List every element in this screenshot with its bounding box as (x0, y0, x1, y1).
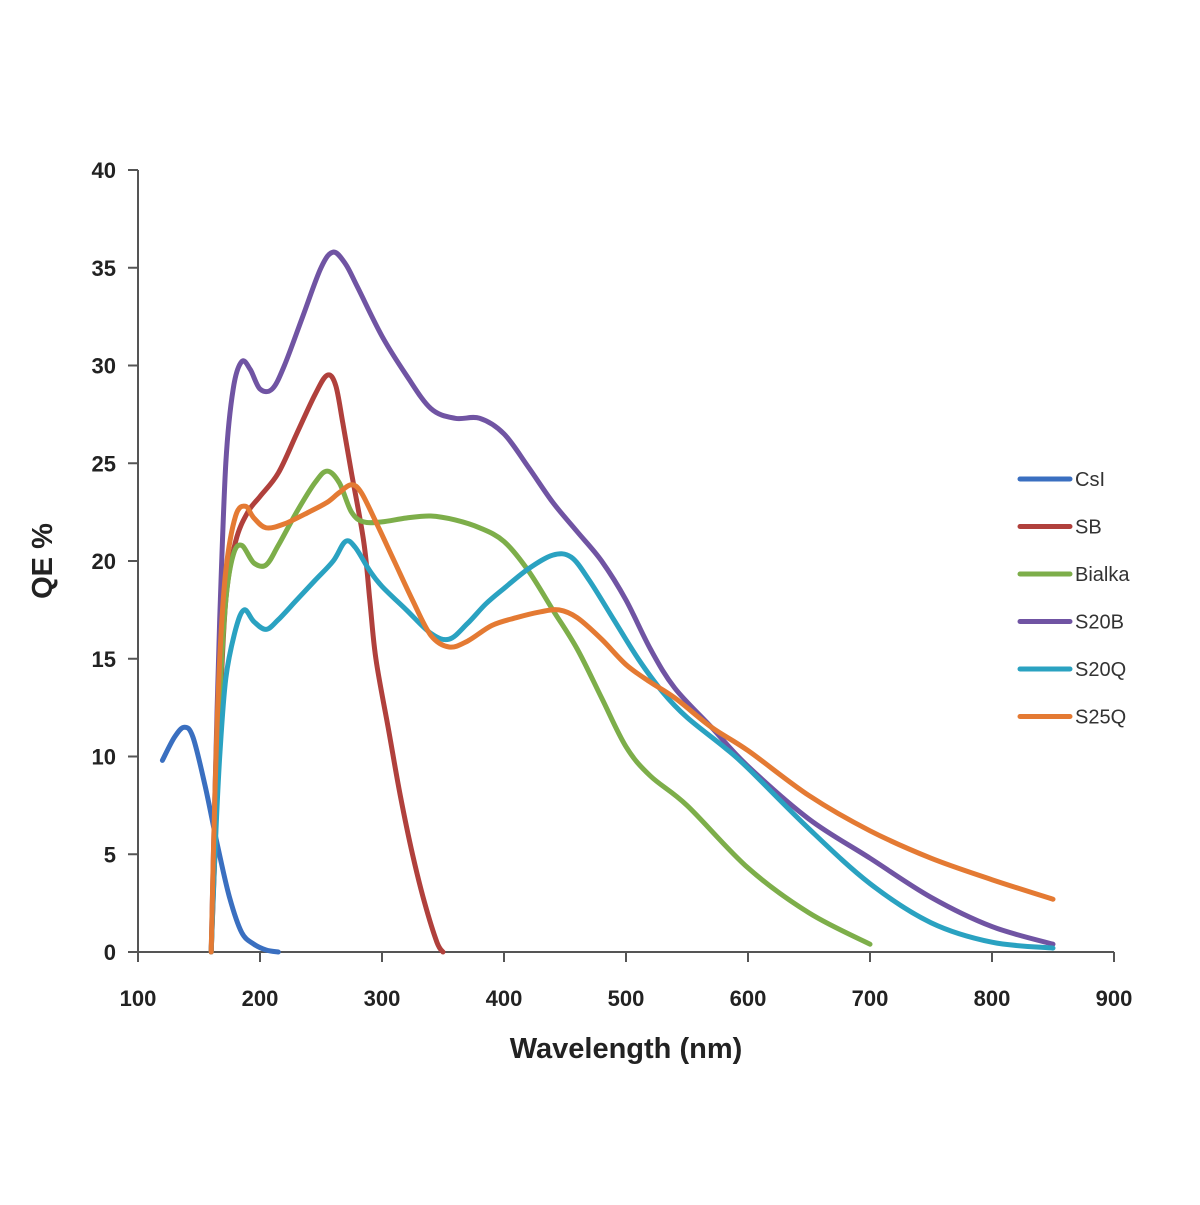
y-tick-label: 30 (92, 354, 116, 379)
legend-label-s20q: S20Q (1075, 659, 1126, 681)
y-tick-label: 5 (104, 842, 116, 867)
legend-label-csi: CsI (1075, 469, 1105, 491)
series-line-s25q (208, 482, 1056, 955)
x-tick-label: 600 (730, 986, 767, 1011)
y-tick-label: 0 (104, 940, 116, 965)
series-line-sb (208, 372, 446, 955)
legend-label-bialka: Bialka (1075, 564, 1130, 586)
series-line-bialka (208, 468, 873, 955)
x-tick-label: 900 (1096, 986, 1133, 1011)
y-tick-label: 20 (92, 549, 116, 574)
x-tick-label: 800 (974, 986, 1011, 1011)
legend-label-s25q: S25Q (1075, 707, 1126, 729)
legend-label-sb: SB (1075, 517, 1102, 539)
y-tick-label: 15 (92, 647, 116, 672)
legend: CsI SB Bialka S20B S20Q S25Q (1017, 469, 1130, 729)
y-tick-label: 40 (92, 158, 116, 183)
x-tick-label: 100 (120, 986, 157, 1011)
legend-label-s20b: S20B (1075, 612, 1124, 634)
x-axis-title: Wavelength (nm) (510, 1033, 743, 1065)
plot-area: 0 5 10 15 20 25 30 35 40 100 200 300 400 500 600 700 800… (92, 158, 1133, 1011)
y-tick-label: 10 (92, 745, 116, 770)
y-axis-title: QE % (27, 523, 59, 599)
series-line-s20q (208, 538, 1056, 955)
x-tick-label: 200 (242, 986, 279, 1011)
x-tick-label: 500 (608, 986, 645, 1011)
x-tick-label: 700 (852, 986, 889, 1011)
series-line-s20b (208, 249, 1056, 955)
y-tick-label: 25 (92, 451, 116, 476)
y-tick-label: 35 (92, 256, 116, 281)
x-tick-label: 300 (364, 986, 401, 1011)
x-tick-label: 400 (486, 986, 523, 1011)
